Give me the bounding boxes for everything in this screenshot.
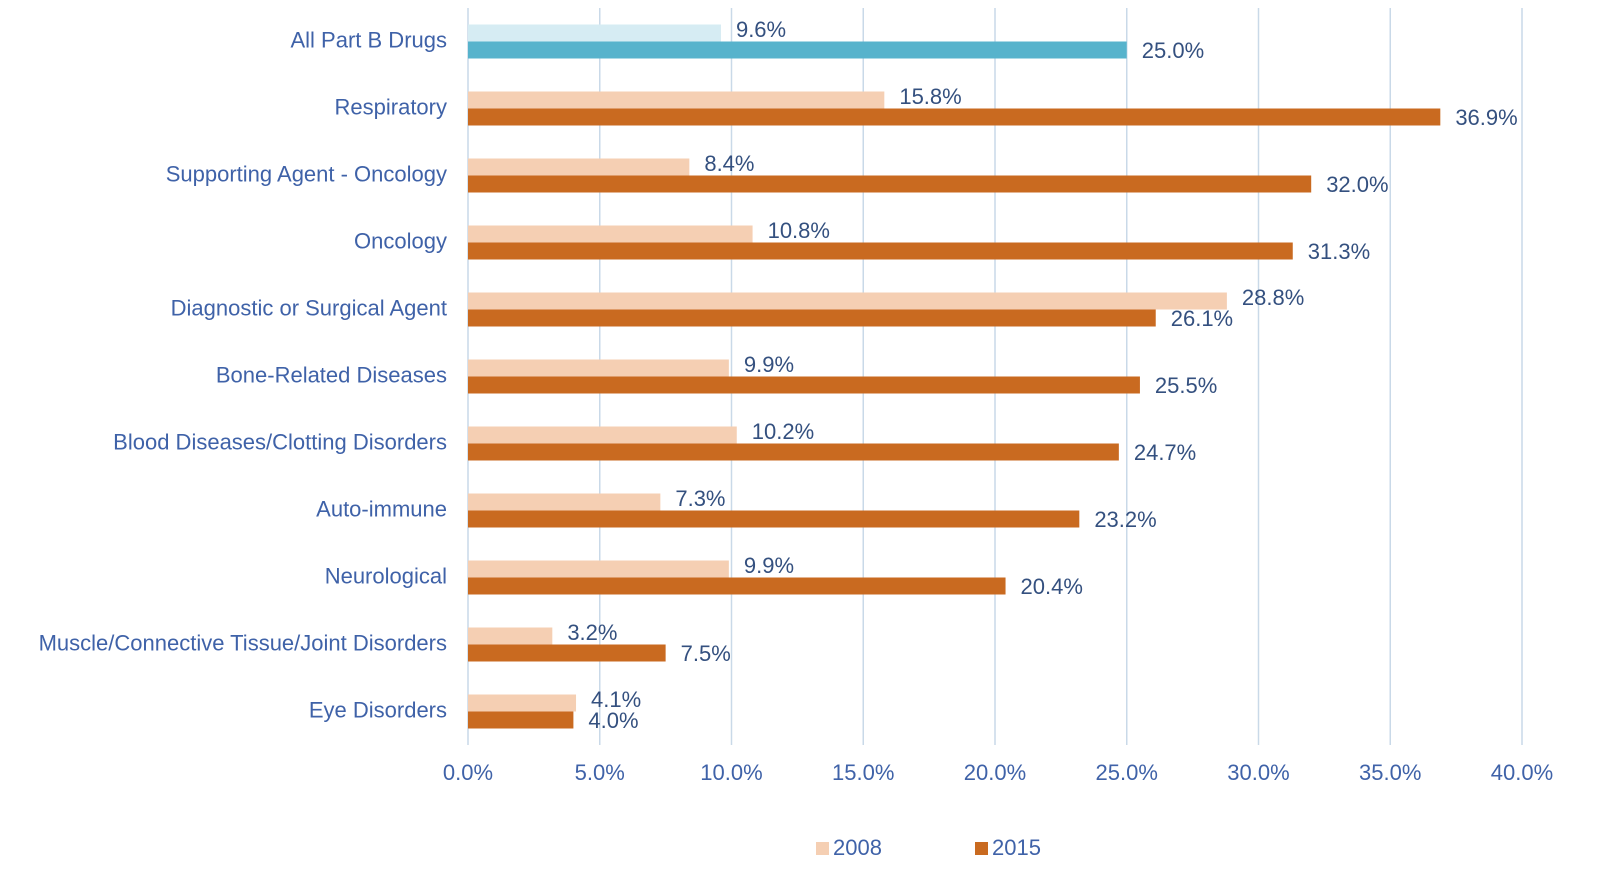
category-label: Respiratory <box>335 94 447 119</box>
value-label: 23.2% <box>1094 507 1156 532</box>
value-label: 3.2% <box>567 620 617 645</box>
category-label: Eye Disorders <box>309 697 447 722</box>
legend-swatch <box>975 842 988 855</box>
bar <box>468 627 553 645</box>
legend-label: 2015 <box>992 835 1041 860</box>
bar <box>468 242 1293 260</box>
value-label: 4.1% <box>591 687 641 712</box>
category-label: Neurological <box>325 563 447 588</box>
bar <box>468 292 1227 310</box>
x-tick-label: 0.0% <box>443 760 493 785</box>
category-label: Diagnostic or Surgical Agent <box>171 295 447 320</box>
value-label: 4.0% <box>588 708 638 733</box>
bar <box>468 158 690 176</box>
bar <box>468 644 666 662</box>
bar <box>468 560 729 578</box>
bar <box>468 309 1156 327</box>
value-label: 31.3% <box>1308 239 1370 264</box>
bar <box>468 510 1080 528</box>
value-label: 7.3% <box>675 486 725 511</box>
bar <box>468 108 1441 126</box>
bar <box>468 24 721 42</box>
category-label: Bone-Related Diseases <box>216 362 447 387</box>
value-label: 9.6% <box>736 17 786 42</box>
value-label: 7.5% <box>681 641 731 666</box>
value-label: 32.0% <box>1326 172 1388 197</box>
x-tick-label: 20.0% <box>964 760 1026 785</box>
value-label: 25.0% <box>1142 38 1204 63</box>
category-label: Oncology <box>354 228 447 253</box>
bar <box>468 175 1312 193</box>
value-label: 15.8% <box>899 84 961 109</box>
legend-swatch <box>816 842 829 855</box>
x-tick-label: 40.0% <box>1491 760 1553 785</box>
value-label: 24.7% <box>1134 440 1196 465</box>
bar <box>468 493 661 511</box>
value-label: 28.8% <box>1242 285 1304 310</box>
value-label: 36.9% <box>1455 105 1517 130</box>
bar <box>468 41 1127 59</box>
value-label: 9.9% <box>744 553 794 578</box>
legend-label: 2008 <box>833 835 882 860</box>
x-tick-label: 25.0% <box>1096 760 1158 785</box>
value-label: 25.5% <box>1155 373 1217 398</box>
value-label: 10.2% <box>752 419 814 444</box>
bar <box>468 359 729 377</box>
x-tick-label: 10.0% <box>700 760 762 785</box>
value-label: 8.4% <box>704 151 754 176</box>
value-label: 9.9% <box>744 352 794 377</box>
x-tick-label: 30.0% <box>1227 760 1289 785</box>
bar <box>468 376 1140 394</box>
bar <box>468 91 885 109</box>
bar <box>468 426 737 444</box>
bar <box>468 694 577 712</box>
category-label: Supporting Agent - Oncology <box>166 161 447 186</box>
value-label: 20.4% <box>1021 574 1083 599</box>
category-label: Blood Diseases/Clotting Disorders <box>113 429 447 454</box>
value-label: 26.1% <box>1171 306 1233 331</box>
value-label: 10.8% <box>768 218 830 243</box>
bar <box>468 225 753 243</box>
bar <box>468 443 1119 461</box>
bar <box>468 577 1006 595</box>
x-tick-label: 5.0% <box>575 760 625 785</box>
category-label: All Part B Drugs <box>291 27 448 52</box>
x-tick-label: 15.0% <box>832 760 894 785</box>
category-label: Muscle/Connective Tissue/Joint Disorders <box>39 630 447 655</box>
category-label: Auto-immune <box>316 496 447 521</box>
bar <box>468 711 574 729</box>
x-tick-label: 35.0% <box>1359 760 1421 785</box>
